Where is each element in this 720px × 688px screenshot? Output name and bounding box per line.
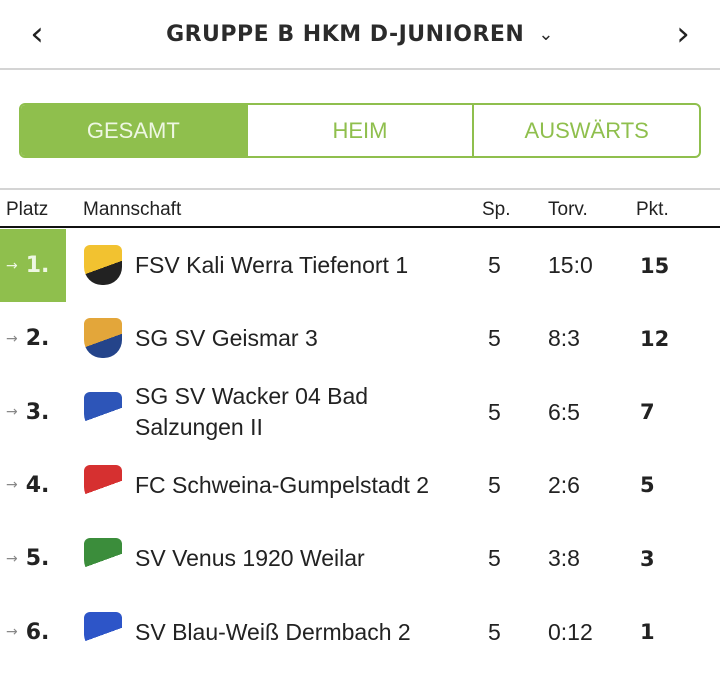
trend-arrow-icon: →	[6, 550, 18, 567]
page-title: GRUPPE B HKM D-JUNIOREN	[166, 21, 525, 47]
team-logo-icon	[84, 611, 122, 652]
games-played: 5	[488, 325, 501, 352]
table-row[interactable]: → 2. SG SV Geismar 3 5 8:3 12	[0, 302, 720, 375]
goal-ratio: 15:0	[548, 252, 593, 278]
standings-filter: GESAMT HEIM AUSWÄRTS	[19, 103, 701, 158]
next-arrow-icon[interactable]: ›	[676, 14, 690, 54]
goal-ratio: 3:8	[548, 545, 580, 572]
points: 3	[640, 546, 655, 571]
team-name[interactable]: FC Schweina-Gumpelstadt 2	[135, 471, 430, 498]
table-row[interactable]: → 4. FC Schweina-Gumpelstadt 2 5 2:6 5	[0, 449, 720, 522]
rank-cell: → 5.	[0, 522, 66, 595]
rank-cell: → 6.	[0, 596, 66, 669]
rank: 6.	[25, 619, 50, 645]
team-name[interactable]: SV Venus 1920 Weilar	[135, 545, 365, 572]
rank-cell: → 3.	[0, 376, 66, 449]
group-selector[interactable]: GRUPPE B HKM D-JUNIOREN ⌄	[166, 22, 554, 47]
tab-gesamt[interactable]: GESAMT	[21, 105, 246, 156]
tab-auswaerts[interactable]: AUSWÄRTS	[472, 105, 699, 156]
goal-ratio: 6:5	[548, 398, 580, 425]
points: 7	[640, 400, 655, 425]
prev-arrow-icon[interactable]: ‹	[30, 14, 44, 54]
chevron-down-icon: ⌄	[538, 23, 554, 45]
rank: 3.	[25, 399, 50, 425]
rank: 5.	[25, 546, 50, 572]
team-name[interactable]: SG SV Wacker 04 Bad Salzungen II	[135, 383, 369, 441]
rank-cell: → 4.	[0, 449, 66, 522]
points: 1	[640, 620, 655, 644]
team-logo-icon	[84, 391, 122, 432]
table-row[interactable]: → 1. FSV Kali Werra Tiefenort 1 5 15:0 15	[0, 229, 720, 302]
tab-heim[interactable]: HEIM	[245, 105, 473, 156]
points: 12	[640, 326, 670, 351]
rank: 1.	[25, 253, 50, 278]
games-played: 5	[488, 618, 501, 645]
table-row[interactable]: → 5. SV Venus 1920 Weilar 5 3:8 3	[0, 522, 720, 595]
goal-ratio: 2:6	[548, 471, 580, 498]
team-name[interactable]: FSV Kali Werra Tiefenort 1	[135, 252, 409, 278]
trend-arrow-icon: →	[6, 257, 18, 274]
games-played: 5	[488, 471, 501, 498]
rank-cell: → 1.	[0, 229, 66, 302]
team-name[interactable]: SV Blau-Weiß Dermbach 2	[135, 618, 411, 645]
rank: 4.	[25, 472, 50, 498]
rank: 2.	[25, 326, 50, 352]
col-sp: Sp.	[482, 199, 511, 220]
team-logo-icon	[84, 318, 122, 359]
points: 5	[640, 473, 655, 498]
trend-arrow-icon: →	[6, 404, 18, 421]
games-played: 5	[488, 398, 501, 425]
table-row[interactable]: → 3. SG SV Wacker 04 Bad Salzungen II 5 6…	[0, 376, 720, 449]
goal-ratio: 0:12	[548, 618, 593, 645]
trend-arrow-icon: →	[6, 624, 18, 640]
rank-cell: → 2.	[0, 302, 66, 375]
col-platz: Platz	[6, 199, 49, 220]
team-name[interactable]: SG SV Geismar 3	[135, 325, 318, 352]
col-torv: Torv.	[548, 199, 588, 220]
table-header: Platz Mannschaft Sp. Torv. Pkt.	[0, 188, 720, 228]
goal-ratio: 8:3	[548, 325, 580, 352]
trend-arrow-icon: →	[6, 330, 18, 347]
games-played: 5	[488, 252, 501, 278]
team-logo-icon	[84, 464, 122, 505]
col-mannschaft: Mannschaft	[83, 199, 182, 220]
col-pkt: Pkt.	[636, 199, 669, 220]
team-logo-icon	[84, 538, 122, 579]
games-played: 5	[488, 545, 501, 572]
trend-arrow-icon: →	[6, 477, 18, 494]
points: 15	[640, 253, 670, 278]
team-logo-icon	[84, 245, 122, 285]
table-row[interactable]: → 6. SV Blau-Weiß Dermbach 2 5 0:12 1	[0, 596, 720, 669]
top-bar: ‹ GRUPPE B HKM D-JUNIOREN ⌄ ›	[0, 0, 720, 70]
